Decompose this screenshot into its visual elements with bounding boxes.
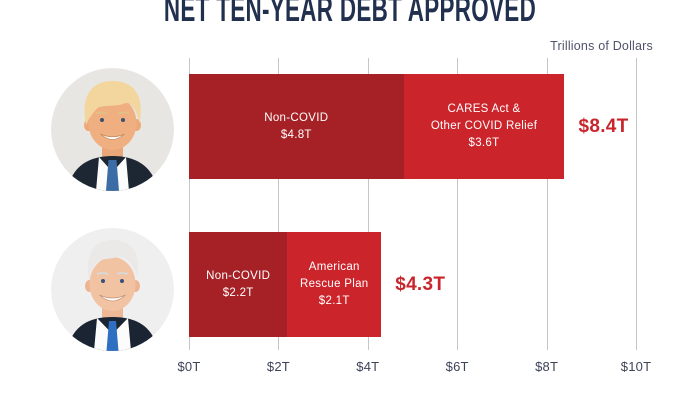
segment-value-label: $4.8T [280, 128, 312, 141]
segment-label: American Rescue Plan $2.1T [300, 259, 369, 309]
chart-title: NET TEN-YEAR DEBT APPROVED [163, 0, 537, 29]
segment-label-line: American [308, 261, 360, 274]
x-tick-label: $8T [535, 359, 559, 374]
segment-label-line: Other COVID Relief [430, 120, 538, 133]
biden-bar: Non-COVID $2.2T American Rescue Plan $2.… [189, 232, 382, 337]
trump-total-label: $8.4T [578, 115, 629, 137]
segment-value-label: $3.6T [468, 136, 500, 149]
bar-segment-biden-non-covid: Non-COVID $2.2T [189, 232, 288, 337]
gridline [546, 58, 548, 350]
segment-value-label: $2.1T [318, 294, 350, 307]
segment-label: Non-COVID $2.2T [206, 268, 270, 301]
segment-label-line: Non-COVID [264, 111, 329, 124]
segment-label-line: Non-COVID [206, 269, 271, 282]
bar-segment-biden-american-rescue-plan: American Rescue Plan $2.1T [287, 232, 382, 337]
segment-label: Non-COVID $4.8T [264, 110, 328, 143]
bar-segment-trump-non-covid: Non-COVID $4.8T [189, 74, 404, 179]
biden-total-label: $4.3T [395, 273, 446, 295]
gridline [636, 58, 637, 350]
segment-value-label: $2.2T [222, 286, 254, 299]
gridline [189, 58, 190, 350]
segment-label-line: Rescue Plan [300, 278, 369, 291]
gridline [278, 58, 280, 350]
x-tick-label: $10T [620, 359, 652, 374]
x-tick-label: $4T [356, 359, 380, 374]
biden-portrait-icon [51, 228, 174, 351]
trump-bar: Non-COVID $4.8T CARES Act & Other COVID … [189, 74, 565, 179]
biden-portrait-svg [51, 228, 174, 351]
trump-portrait-icon [51, 68, 174, 191]
gridline [367, 58, 369, 350]
x-tick-label: $2T [266, 359, 290, 374]
bar-segment-trump-cares-act: CARES Act & Other COVID Relief $3.6T [403, 74, 565, 179]
gridline [457, 58, 459, 350]
trump-portrait-svg [51, 68, 174, 191]
x-tick-label: $6T [445, 359, 469, 374]
segment-label-line: CARES Act & [447, 103, 521, 116]
x-tick-label: $0T [177, 359, 201, 374]
segment-label: CARES Act & Other COVID Relief $3.6T [431, 101, 537, 151]
units-label: Trillions of Dollars [550, 39, 653, 53]
